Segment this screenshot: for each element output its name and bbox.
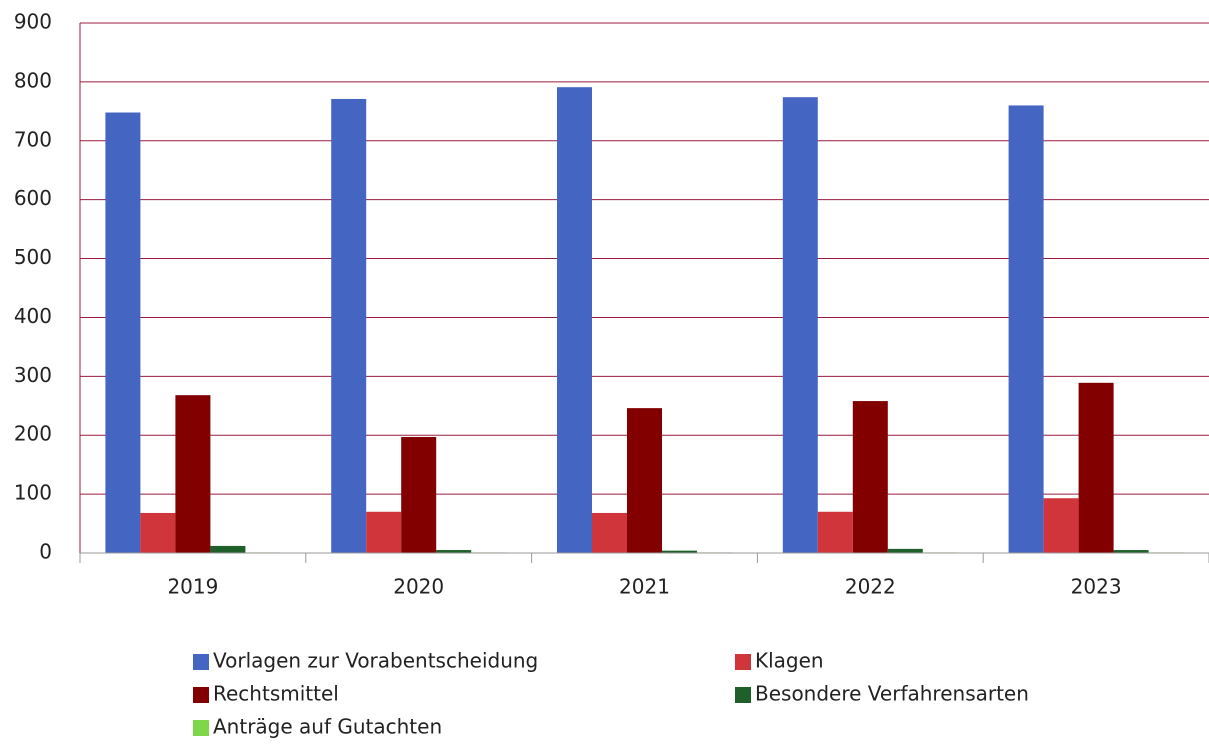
y-tick-label: 800 xyxy=(14,68,52,92)
bar xyxy=(331,98,367,553)
bar xyxy=(557,87,592,553)
x-tick-label: 2019 xyxy=(167,575,218,599)
x-tick-label: 2022 xyxy=(845,575,896,599)
bar xyxy=(140,512,176,553)
bar xyxy=(627,408,662,553)
bar xyxy=(817,511,853,553)
legend-label: Vorlagen zur Vorabentscheidung xyxy=(213,649,538,673)
y-tick-label: 400 xyxy=(14,304,52,328)
y-tick-label: 100 xyxy=(14,481,52,505)
y-tick-label: 900 xyxy=(14,10,52,34)
legend-label: Klagen xyxy=(755,649,824,673)
legend-swatch xyxy=(193,654,209,670)
y-tick-label: 700 xyxy=(14,127,52,151)
bar xyxy=(436,550,472,553)
bar xyxy=(105,112,141,553)
legend-swatch xyxy=(735,687,751,703)
legend-swatch xyxy=(193,720,209,736)
legend-label: Rechtsmittel xyxy=(213,682,339,706)
legend-swatch xyxy=(193,687,209,703)
y-tick-label: 200 xyxy=(14,422,52,446)
bar xyxy=(852,401,888,553)
bar xyxy=(662,550,697,553)
bar xyxy=(175,395,211,553)
y-tick-label: 300 xyxy=(14,363,52,387)
x-tick-label: 2020 xyxy=(393,575,444,599)
x-tick-label: 2021 xyxy=(619,575,670,599)
legend-swatch xyxy=(735,654,751,670)
bar xyxy=(1043,498,1079,553)
bar xyxy=(366,511,402,553)
legend-label: Anträge auf Gutachten xyxy=(213,715,442,739)
bar xyxy=(401,436,437,553)
y-tick-label: 600 xyxy=(14,186,52,210)
bar xyxy=(1008,105,1044,553)
bar xyxy=(1078,382,1114,553)
y-tick-label: 500 xyxy=(14,245,52,269)
bar xyxy=(210,545,246,553)
bar xyxy=(1113,550,1149,553)
bar xyxy=(592,512,627,553)
y-tick-label: 0 xyxy=(39,540,52,564)
bar xyxy=(887,548,923,553)
x-tick-label: 2023 xyxy=(1071,575,1122,599)
legend-label: Besondere Verfahrensarten xyxy=(755,682,1029,706)
bar xyxy=(782,97,818,553)
